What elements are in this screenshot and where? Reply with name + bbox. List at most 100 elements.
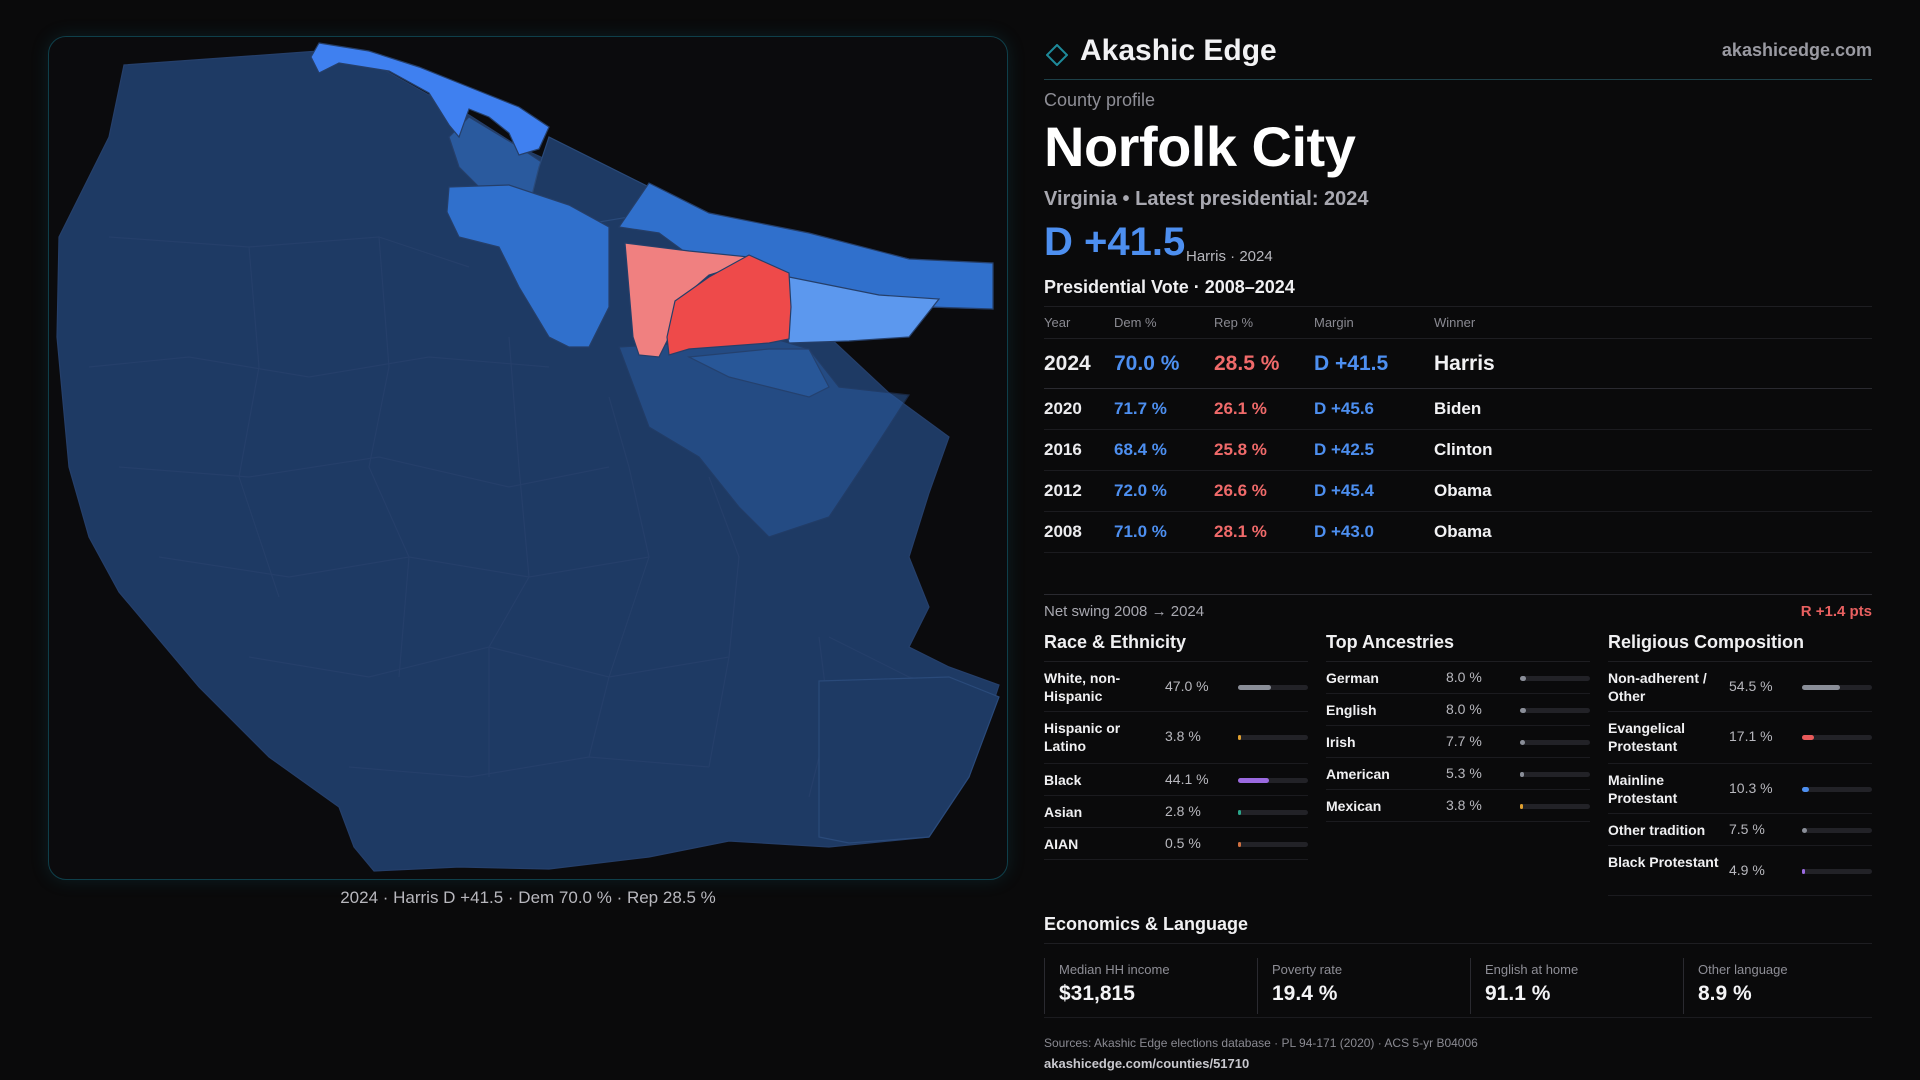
cell-rep: 25.8 % (1214, 429, 1314, 471)
race-value: 44.1 % (1165, 771, 1209, 787)
ancestry-value: 8.0 % (1446, 669, 1482, 685)
race-list: White, non-Hispanic 47.0 % Hispanic or Lat… (1044, 662, 1308, 860)
ancestry-section: Top Ancestries German 8.0 % English 8.0 % Ir… (1326, 632, 1590, 822)
cell-margin: D +41.5 (1314, 338, 1434, 389)
religion-value: 7.5 % (1729, 821, 1765, 837)
econ-card-label: Other language (1698, 962, 1788, 977)
ancestry-bar-fill (1520, 676, 1526, 681)
map-region-southeast[interactable] (818, 676, 1000, 844)
vote-table-header: Year Dem % Rep % Margin Winner (1044, 306, 1872, 339)
race-bar-fill (1238, 685, 1271, 690)
religion-bar-fill (1802, 685, 1841, 690)
race-bar-fill (1238, 735, 1241, 740)
cell-year: 2016 (1044, 429, 1114, 471)
map-block-lines (88, 236, 990, 798)
cell-rep: 28.5 % (1214, 338, 1314, 389)
net-swing-row: Net swing 2008 → 2024 R +1.4 pts (1044, 594, 1872, 622)
race-row: Hispanic or Latino 3.8 % (1044, 712, 1308, 764)
cell-dem: 71.7 % (1114, 388, 1214, 430)
headline-winner-year: Harris · 2024 (1186, 248, 1273, 265)
religion-bar-track (1802, 828, 1872, 833)
cell-winner: Harris (1434, 338, 1872, 389)
religion-bar-track (1802, 735, 1872, 740)
religion-bar-fill (1802, 869, 1806, 874)
ancestry-bar-fill (1520, 772, 1524, 777)
map-region-downtown[interactable] (686, 348, 830, 398)
economics-section-title: Economics & Language (1044, 914, 1872, 944)
race-row: AIAN 0.5 % (1044, 828, 1308, 860)
race-bar-fill (1238, 778, 1269, 783)
brand-url[interactable]: akashicedge.com (1721, 40, 1872, 60)
ancestry-bar-track (1520, 740, 1590, 745)
col-header-margin: Margin (1314, 306, 1434, 339)
cell-rep: 28.1 % (1214, 511, 1314, 553)
ancestry-bar-fill (1520, 708, 1526, 713)
econ-card-english: English at home 91.1 % (1470, 958, 1682, 1014)
religion-row: Non-adherent / Other 54.5 % (1608, 662, 1872, 712)
table-row: 2012 72.0 % 26.6 % D +45.4 Obama (1044, 470, 1872, 512)
religion-bar-track (1802, 787, 1872, 792)
race-bar-track (1238, 685, 1308, 690)
race-bar-track (1238, 810, 1308, 815)
map-region-willoughby[interactable] (310, 42, 550, 156)
ancestry-bar-fill (1520, 804, 1523, 809)
ancestry-bar-track (1520, 772, 1590, 777)
economics-cards: Median HH income $31,815 Poverty rate 19… (1044, 954, 1872, 1018)
col-header-winner: Winner (1434, 306, 1872, 339)
cell-winner: Biden (1434, 388, 1872, 430)
religion-section: Religious Composition Non-adherent / Oth… (1608, 632, 1872, 896)
religion-list: Non-adherent / Other 54.5 % Evangelical Pr… (1608, 662, 1872, 896)
table-row: 2024 70.0 % 28.5 % D +41.5 Harris (1044, 338, 1872, 389)
race-bar-track (1238, 842, 1308, 847)
ancestry-row: American 5.3 % (1326, 758, 1590, 790)
page-kicker: County profile (1044, 90, 1156, 110)
race-label: Hispanic or Latino (1044, 720, 1121, 754)
ancestry-value: 3.8 % (1446, 797, 1482, 813)
religion-label: Black Protestant (1608, 854, 1719, 870)
econ-card-poverty: Poverty rate 19.4 % (1257, 958, 1469, 1014)
ancestry-row: Irish 7.7 % (1326, 726, 1590, 758)
ancestry-section-title: Top Ancestries (1326, 632, 1590, 662)
econ-card-other-language: Other language 8.9 % (1683, 958, 1895, 1014)
county-map[interactable] (49, 37, 1008, 880)
econ-card-label: Poverty rate (1272, 962, 1343, 977)
race-value: 3.8 % (1165, 728, 1201, 744)
sources-link[interactable]: akashicedge.com/counties/51710 (1044, 1056, 1250, 1071)
econ-card-value: 19.4 % (1272, 982, 1338, 1005)
religion-value: 17.1 % (1729, 728, 1773, 744)
cell-margin: D +42.5 (1314, 429, 1434, 471)
county-map-panel[interactable] (48, 36, 1008, 880)
col-header-rep: Rep % (1214, 306, 1314, 339)
diamond-logo-icon (1046, 44, 1068, 66)
econ-card-label: English at home (1485, 962, 1579, 977)
map-region-west-lobe[interactable] (446, 184, 610, 348)
ancestry-value: 8.0 % (1446, 701, 1482, 717)
cell-year: 2024 (1044, 338, 1114, 389)
race-row: White, non-Hispanic 47.0 % (1044, 662, 1308, 712)
ancestry-label: German (1326, 670, 1379, 686)
religion-row: Evangelical Protestant 17.1 % (1608, 712, 1872, 764)
ancestry-bar-track (1520, 708, 1590, 713)
brand-name[interactable]: Akashic Edge (1080, 34, 1277, 67)
religion-label: Non-adherent / Other (1608, 670, 1707, 704)
religion-row: Mainline Protestant 10.3 % (1608, 764, 1872, 814)
cell-margin: D +45.4 (1314, 470, 1434, 512)
cell-dem: 71.0 % (1114, 511, 1214, 553)
race-label: Black (1044, 772, 1082, 788)
religion-value: 54.5 % (1729, 678, 1773, 694)
race-section: Race & Ethnicity White, non-Hispanic 47.0… (1044, 632, 1308, 860)
table-row: 2008 71.0 % 28.1 % D +43.0 Obama (1044, 511, 1872, 553)
race-bar-fill (1238, 842, 1241, 847)
cell-year: 2008 (1044, 511, 1114, 553)
table-row: 2016 68.4 % 25.8 % D +42.5 Clinton (1044, 429, 1872, 471)
vote-table: Year Dem % Rep % Margin Winner 2024 70.0… (1044, 306, 1872, 553)
religion-section-title: Religious Composition (1608, 632, 1872, 662)
cell-dem: 68.4 % (1114, 429, 1214, 471)
religion-bar-track (1802, 869, 1872, 874)
race-label: Asian (1044, 804, 1083, 820)
ancestry-label: Irish (1326, 734, 1356, 750)
col-header-year: Year (1044, 306, 1114, 339)
map-region-likely-r[interactable] (666, 254, 792, 356)
religion-bar-fill (1802, 735, 1814, 740)
ancestry-value: 5.3 % (1446, 765, 1482, 781)
